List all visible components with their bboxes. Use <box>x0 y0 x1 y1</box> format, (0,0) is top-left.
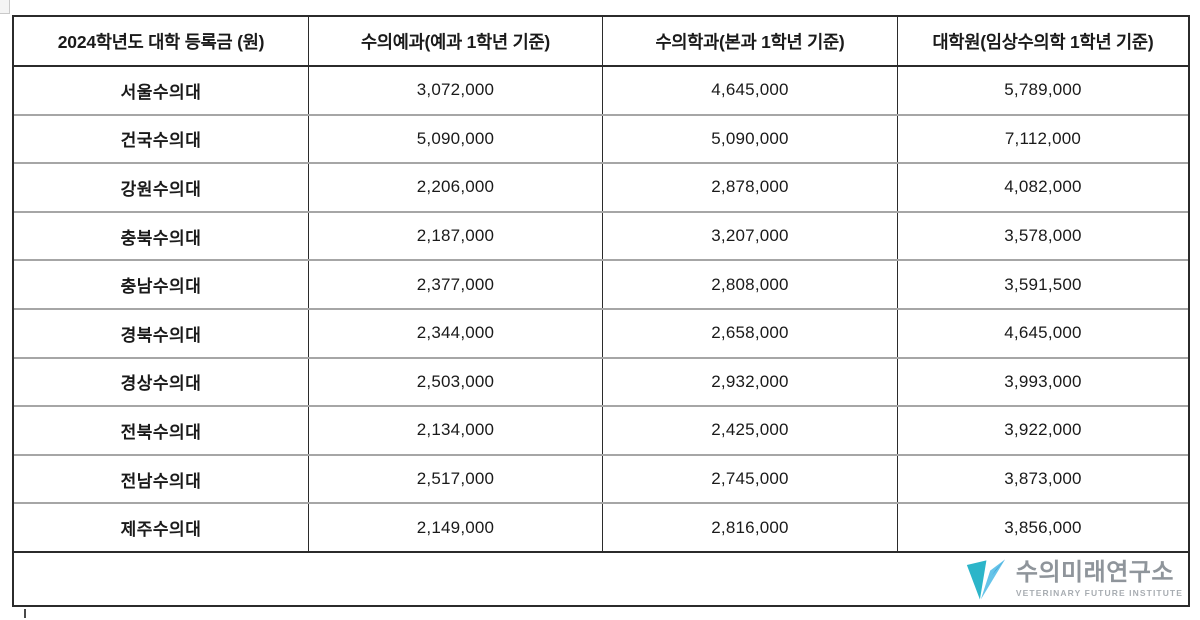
table-row: 전남수의대 2,517,000 2,745,000 3,873,000 <box>14 455 1188 505</box>
college-name-cell: 서울수의대 <box>120 82 202 102</box>
pre-vet-fee-cell: 2,206,000 <box>308 164 602 211</box>
table-row: 경북수의대 2,344,000 2,658,000 4,645,000 <box>14 309 1188 359</box>
vet-dept-fee-cell: 2,745,000 <box>602 455 897 503</box>
pre-vet-fee-cell: 2,149,000 <box>308 504 602 551</box>
grad-fee-cell: 3,591,500 <box>897 261 1188 308</box>
table-row: 경상수의대 2,503,000 2,932,000 3,993,000 <box>14 358 1188 408</box>
crop-artifact-bottom-left <box>24 609 26 618</box>
pre-vet-fee-cell: 2,377,000 <box>308 261 602 308</box>
pre-vet-fee-cell: 2,517,000 <box>308 455 602 503</box>
pre-vet-fee-cell: 2,134,000 <box>308 407 602 454</box>
college-name-cell: 충북수의대 <box>120 228 202 248</box>
college-name-cell: 강원수의대 <box>120 179 202 199</box>
grad-fee-cell: 7,112,000 <box>897 115 1188 163</box>
college-name-cell: 제주수의대 <box>120 520 202 540</box>
table-footer: 수의미래연구소 VETERINARY FUTURE INSTITUTE <box>14 553 1188 605</box>
vet-dept-fee-cell: 2,932,000 <box>602 358 897 406</box>
grad-fee-cell: 3,922,000 <box>897 407 1188 454</box>
pre-vet-fee-cell: 2,187,000 <box>308 212 602 260</box>
header-cell-grad-school: 대학원(임상수의학 1학년 기준) <box>897 17 1188 65</box>
table-row: 전북수의대 2,134,000 2,425,000 3,922,000 <box>14 407 1188 456</box>
header-cell-category: 2024학년도 대학 등록금 (원) <box>57 31 265 52</box>
vet-dept-fee-cell: 2,878,000 <box>602 164 897 211</box>
table-row: 제주수의대 2,149,000 2,816,000 3,856,000 <box>14 504 1188 553</box>
tuition-table: 2024학년도 대학 등록금 (원) 수의예과(예과 1학년 기준) 수의학과(… <box>12 15 1190 607</box>
table-row: 충남수의대 2,377,000 2,808,000 3,591,500 <box>14 261 1188 310</box>
table-row: 서울수의대 3,072,000 4,645,000 5,789,000 <box>14 67 1188 116</box>
pre-vet-fee-cell: 2,344,000 <box>308 309 602 357</box>
grad-fee-cell: 5,789,000 <box>897 67 1188 114</box>
college-name-cell: 경북수의대 <box>120 325 202 345</box>
logo-english-name: VETERINARY FUTURE INSTITUTE <box>1015 587 1183 598</box>
crop-artifact-top-left <box>0 0 10 14</box>
college-name-cell: 경상수의대 <box>120 374 202 394</box>
grad-fee-cell: 4,645,000 <box>897 309 1188 357</box>
pre-vet-fee-cell: 5,090,000 <box>308 115 602 163</box>
header-cell-vet-dept: 수의학과(본과 1학년 기준) <box>602 17 897 65</box>
grad-fee-cell: 3,578,000 <box>897 212 1188 260</box>
header-cell-pre-vet: 수의예과(예과 1학년 기준) <box>308 17 602 65</box>
vfi-logo: 수의미래연구소 VETERINARY FUTURE INSTITUTE <box>965 557 1183 601</box>
college-name-cell: 건국수의대 <box>120 131 202 151</box>
college-name-cell: 전남수의대 <box>120 471 202 491</box>
table-header-row: 2024학년도 대학 등록금 (원) 수의예과(예과 1학년 기준) 수의학과(… <box>14 17 1188 67</box>
logo-korean-name: 수의미래연구소 <box>1015 558 1174 586</box>
vet-dept-fee-cell: 2,808,000 <box>602 261 897 308</box>
vet-dept-fee-cell: 4,645,000 <box>602 67 897 114</box>
table-row: 강원수의대 2,206,000 2,878,000 4,082,000 <box>14 164 1188 213</box>
pre-vet-fee-cell: 3,072,000 <box>308 67 602 114</box>
pre-vet-fee-cell: 2,503,000 <box>308 358 602 406</box>
grad-fee-cell: 3,993,000 <box>897 358 1188 406</box>
logo-text-block: 수의미래연구소 VETERINARY FUTURE INSTITUTE <box>1015 558 1183 598</box>
vet-dept-fee-cell: 2,425,000 <box>602 407 897 454</box>
table-row: 건국수의대 5,090,000 5,090,000 7,112,000 <box>14 115 1188 165</box>
checkmark-logo-icon <box>966 559 1005 600</box>
grad-fee-cell: 4,082,000 <box>897 164 1188 211</box>
college-name-cell: 충남수의대 <box>120 277 202 297</box>
vet-dept-fee-cell: 5,090,000 <box>602 115 897 163</box>
vet-dept-fee-cell: 2,658,000 <box>602 309 897 357</box>
grad-fee-cell: 3,856,000 <box>897 504 1188 551</box>
table-row: 충북수의대 2,187,000 3,207,000 3,578,000 <box>14 212 1188 262</box>
vet-dept-fee-cell: 3,207,000 <box>602 212 897 260</box>
grad-fee-cell: 3,873,000 <box>897 455 1188 503</box>
vet-dept-fee-cell: 2,816,000 <box>602 504 897 551</box>
college-name-cell: 전북수의대 <box>120 422 202 442</box>
